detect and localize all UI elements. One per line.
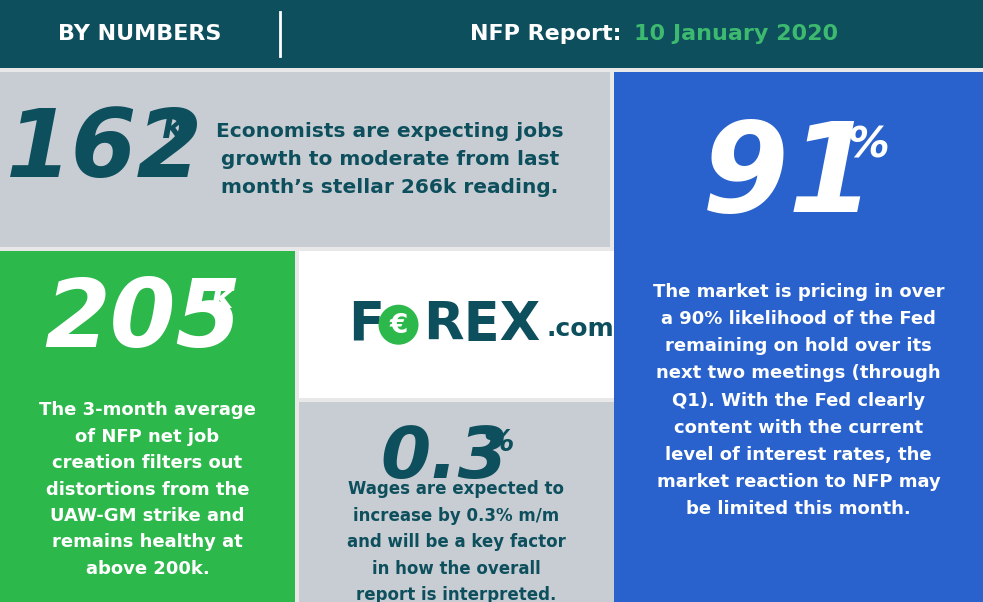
Text: The 3-month average
of NFP net job
creation filters out
distortions from the
UAW: The 3-month average of NFP net job creat… bbox=[39, 402, 256, 578]
Text: BY NUMBERS: BY NUMBERS bbox=[58, 24, 222, 44]
Text: 205: 205 bbox=[44, 275, 241, 367]
Text: Economists are expecting jobs
growth to moderate from last
month’s stellar 266k : Economists are expecting jobs growth to … bbox=[216, 122, 564, 197]
Bar bbox=[0, 251, 295, 602]
Text: F: F bbox=[349, 299, 384, 351]
Text: k: k bbox=[211, 282, 234, 315]
Text: k: k bbox=[162, 112, 184, 145]
Bar bbox=[299, 402, 614, 602]
Text: NFP Report:: NFP Report: bbox=[470, 24, 629, 44]
Text: 162: 162 bbox=[6, 105, 203, 197]
Text: %: % bbox=[484, 428, 514, 457]
Text: 0.3: 0.3 bbox=[380, 424, 508, 493]
Text: The market is pricing in over
a 90% likelihood of the Fed
remaining on hold over: The market is pricing in over a 90% like… bbox=[653, 283, 945, 518]
Bar bbox=[0, 72, 610, 247]
Text: %: % bbox=[847, 124, 890, 166]
Text: 10 January 2020: 10 January 2020 bbox=[633, 24, 838, 44]
Circle shape bbox=[378, 305, 419, 345]
Bar bbox=[0, 0, 983, 68]
Text: 91: 91 bbox=[702, 117, 876, 238]
Bar bbox=[614, 72, 983, 602]
Text: .com: .com bbox=[547, 317, 614, 341]
Text: Wages are expected to
increase by 0.3% m/m
and will be a key factor
in how the o: Wages are expected to increase by 0.3% m… bbox=[347, 480, 566, 602]
Bar bbox=[299, 251, 614, 399]
Text: REX: REX bbox=[424, 299, 541, 351]
Text: €: € bbox=[389, 312, 408, 339]
